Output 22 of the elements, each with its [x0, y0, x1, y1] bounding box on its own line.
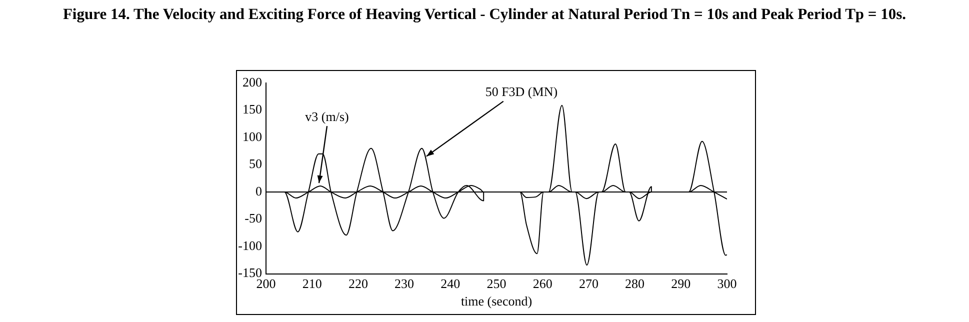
- y-tick-label: 150: [242, 102, 262, 117]
- y-tick-label: 200: [242, 74, 262, 90]
- x-tick-label: 300: [717, 276, 737, 292]
- y-tick-label: 50: [249, 156, 262, 172]
- chart-title: Figure 14. The Velocity and Exciting Force of Heaving Vertical - Cylinder at Natural Period Tn = 10s and Peak Period Tp = 10s.: [62, 5, 908, 25]
- x-tick-label: 250: [486, 276, 506, 292]
- y-tick-label: -150: [238, 265, 262, 280]
- x-tick-label: 210: [302, 276, 322, 292]
- x-tick-label: 290: [671, 276, 691, 292]
- y-tick-label: -100: [238, 238, 262, 253]
- x-tick-label: 230: [394, 276, 414, 292]
- x-axis-title: time (second): [460, 294, 532, 309]
- y-tick-label: 100: [242, 128, 262, 144]
- y-tick-label: 0: [256, 183, 262, 198]
- y-tick-label: -50: [244, 210, 262, 226]
- annotation: 50 F3D (MN): [485, 84, 558, 100]
- x-tick-label: 220: [348, 276, 368, 292]
- x-tick-label: 270: [578, 276, 598, 292]
- x-tick-label: 240: [440, 276, 460, 292]
- x-tick-label: 260: [532, 276, 552, 292]
- x-tick-label: 280: [625, 276, 645, 292]
- annotation: v3 (m/s): [305, 108, 349, 124]
